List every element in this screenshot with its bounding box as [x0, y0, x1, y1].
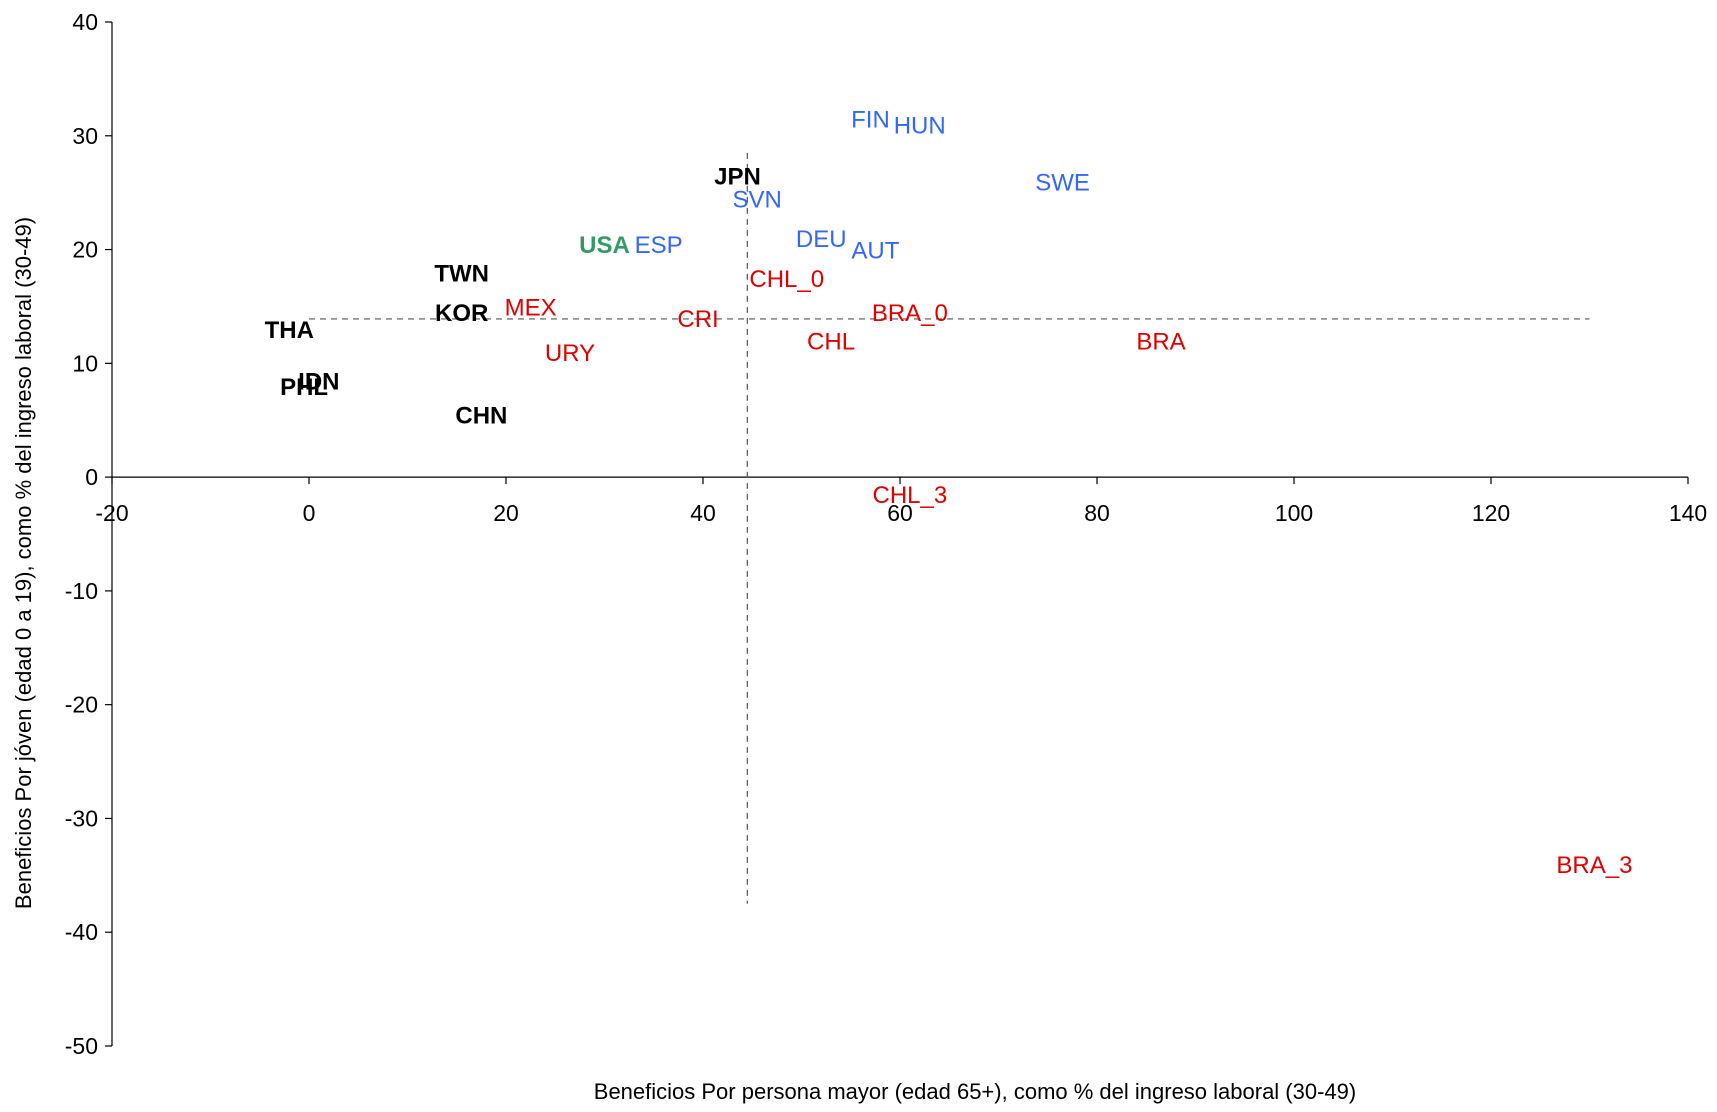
point-label-bra-3: BRA_3: [1556, 852, 1632, 879]
x-tick-label: 80: [1084, 500, 1110, 526]
point-label-deu: DEU: [796, 226, 847, 253]
point-label-hun: HUN: [894, 112, 946, 139]
point-label-idn: IDN: [298, 368, 339, 395]
y-tick-label: 10: [72, 350, 98, 376]
point-label-chl-0: CHL_0: [749, 266, 824, 293]
point-label-chl-3: CHL_3: [872, 482, 947, 509]
x-tick-label: 20: [493, 500, 519, 526]
point-label-fin: FIN: [851, 107, 890, 134]
x-tick-label: 40: [690, 500, 716, 526]
y-tick-label: 40: [72, 9, 98, 35]
x-tick-label: 100: [1275, 500, 1313, 526]
point-label-phl: PHL: [280, 374, 328, 401]
point-label-cri: CRI: [677, 306, 718, 333]
point-label-chn: CHN: [455, 403, 507, 430]
y-tick-label: 0: [85, 464, 98, 490]
point-label-ury: URY: [545, 340, 595, 367]
point-label-svn: SVN: [732, 186, 781, 213]
x-tick-label: 60: [887, 500, 913, 526]
x-tick-label: -20: [95, 500, 128, 526]
x-tick-label: 120: [1472, 500, 1510, 526]
x-axis-title: Beneficios Por persona mayor (edad 65+),…: [594, 1079, 1356, 1104]
point-label-swe: SWE: [1035, 169, 1090, 196]
x-tick-label: 140: [1669, 500, 1707, 526]
y-axis-title: Beneficios Por jóven (edad 0 a 19), como…: [11, 217, 36, 909]
point-label-aut: AUT: [851, 238, 899, 265]
y-tick-label: 30: [72, 123, 98, 149]
point-label-mex: MEX: [505, 294, 557, 321]
y-tick-label: -20: [65, 692, 98, 718]
point-label-bra: BRA: [1136, 329, 1185, 356]
y-tick-label: -50: [65, 1033, 98, 1059]
y-tick-label: -10: [65, 578, 98, 604]
point-label-bra-0: BRA_0: [872, 300, 948, 327]
point-label-twn: TWN: [434, 260, 489, 287]
x-tick-label: 0: [303, 500, 316, 526]
y-tick-label: -30: [65, 805, 98, 831]
reference-lines: [309, 152, 1590, 904]
point-label-kor: KOR: [435, 300, 488, 327]
point-label-esp: ESP: [635, 232, 683, 259]
point-label-jpn: JPN: [714, 164, 761, 191]
point-label-chl: CHL: [807, 329, 855, 356]
point-label-usa: USA: [579, 232, 630, 259]
y-tick-label: 20: [72, 237, 98, 263]
axes: -50 -40 -30 -20 -10 0 10 20 30 40 -20 0 20 40 60 80 100 1…: [65, 9, 1707, 1059]
y-tick-label: -40: [65, 919, 98, 945]
point-label-tha: THA: [265, 317, 314, 344]
